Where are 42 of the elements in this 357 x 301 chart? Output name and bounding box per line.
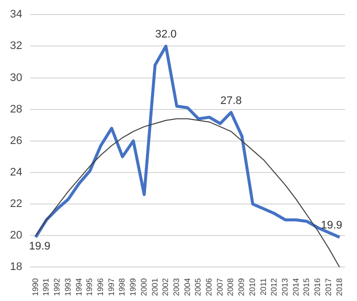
x-tick-label: 2008 — [226, 278, 236, 296]
x-tick-label: 2012 — [270, 278, 279, 296]
y-tick-label: 20 — [10, 230, 22, 242]
x-tick-label: 2009 — [237, 278, 246, 296]
data-label: 27.8 — [220, 95, 242, 108]
x-tick-label: 2018 — [334, 278, 344, 296]
x-tick-label: 2001 — [150, 278, 160, 296]
x-tick-label: 1991 — [42, 278, 51, 296]
x-tick-label: 2000 — [139, 278, 148, 296]
x-tick-label: 2006 — [204, 278, 214, 296]
x-tick-label: 2016 — [313, 278, 322, 296]
y-tick-label: 26 — [10, 134, 22, 147]
x-tick-label: 1993 — [63, 278, 72, 296]
x-tick-label: 2007 — [215, 278, 224, 296]
x-tick-label: 2014 — [291, 278, 300, 296]
x-tick-label: 2004 — [182, 278, 192, 296]
x-tick-label: 2010 — [248, 278, 257, 296]
y-tick-label: 32 — [10, 40, 22, 52]
y-tick-label: 34 — [10, 8, 22, 21]
x-tick-label: 1999 — [128, 278, 138, 296]
x-tick-label: 2011 — [258, 278, 268, 296]
y-tick-label: 28 — [10, 103, 22, 116]
x-tick-label: 2015 — [302, 278, 312, 296]
y-tick-label: 18 — [10, 261, 22, 274]
x-tick-label: 2002 — [161, 278, 170, 296]
x-tick-label: 1990 — [30, 278, 40, 296]
x-tick-label: 1995 — [85, 278, 94, 296]
data-label: 19.9 — [320, 220, 342, 232]
x-tick-label: 2017 — [324, 278, 333, 296]
y-tick-label: 24 — [10, 166, 22, 179]
x-tick-label: 2013 — [280, 278, 290, 296]
y-tick-label: 22 — [10, 198, 22, 210]
x-tick-label: 1994 — [74, 278, 84, 296]
data-label: 32.0 — [155, 28, 177, 41]
x-tick-label: 1997 — [106, 278, 116, 296]
x-tick-label: 1996 — [96, 278, 105, 296]
x-tick-label: 1998 — [118, 278, 127, 296]
data-label: 19.9 — [28, 240, 50, 253]
x-tick-label: 2003 — [172, 278, 181, 296]
y-tick-label: 30 — [10, 72, 22, 84]
x-tick-label: 1992 — [52, 278, 62, 296]
x-tick-label: 2005 — [194, 278, 203, 296]
